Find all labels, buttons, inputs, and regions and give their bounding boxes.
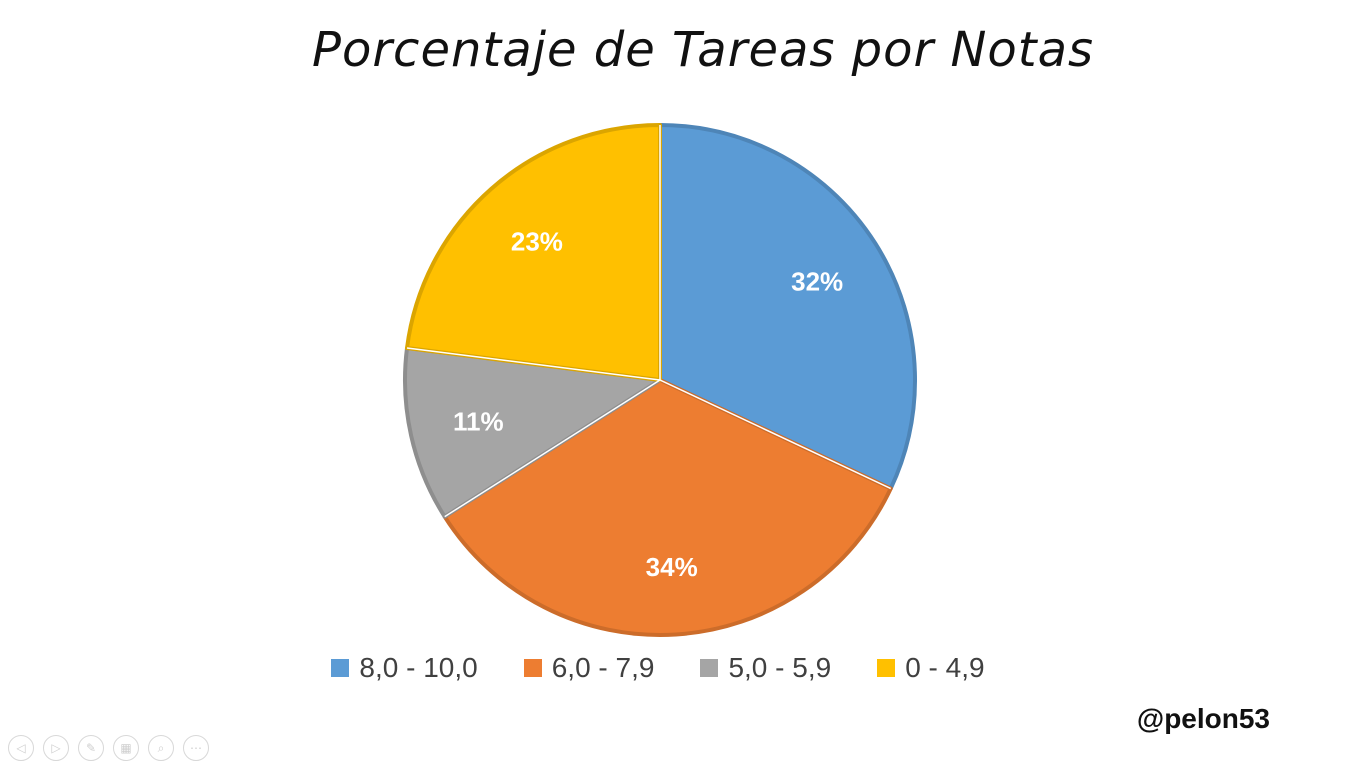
legend-label: 0 - 4,9 [905, 652, 985, 683]
slice-data-label: 34% [646, 552, 698, 582]
slideshow-controls: ◁ ▷ ✎ ▦ ⌕ ⋯ [8, 735, 209, 761]
chart-legend: 8,0 - 10,0 6,0 - 7,9 5,0 - 5,9 0 - 4,9 [0, 652, 1316, 684]
author-handle: @pelon53 [1136, 703, 1270, 734]
pie-slice [442, 378, 893, 637]
legend-item: 5,0 - 5,9 [700, 652, 831, 684]
slice-data-label: 23% [511, 226, 563, 256]
pen-icon[interactable]: ✎ [78, 735, 104, 761]
legend-item: 8,0 - 10,0 [331, 652, 478, 684]
legend-swatch [523, 659, 542, 677]
previous-icon[interactable]: ◁ [8, 735, 34, 761]
slice-separator [444, 379, 661, 518]
slice-separator [659, 379, 892, 490]
pie-slice [658, 123, 917, 491]
slides-icon[interactable]: ▦ [113, 735, 139, 761]
legend-swatch [877, 659, 896, 677]
legend-swatch [331, 659, 350, 677]
legend-label: 6,0 - 7,9 [551, 652, 655, 683]
chart-title: Porcentaje de Tareas por Notas [312, 22, 1094, 78]
slice-data-label: 32% [791, 266, 843, 296]
legend-item: 6,0 - 7,9 [523, 652, 655, 684]
pie-slice [405, 123, 662, 382]
slice-separator [406, 347, 661, 381]
next-icon[interactable]: ▷ [43, 735, 69, 761]
legend-swatch [700, 659, 719, 677]
pie-slice [403, 346, 662, 519]
slice-data-label: 11% [453, 407, 504, 437]
legend-item: 0 - 4,9 [877, 652, 985, 684]
more-icon[interactable]: ⋯ [183, 735, 209, 761]
legend-label: 8,0 - 10,0 [359, 652, 478, 683]
legend-label: 5,0 - 5,9 [728, 652, 832, 683]
zoom-icon[interactable]: ⌕ [148, 735, 174, 761]
